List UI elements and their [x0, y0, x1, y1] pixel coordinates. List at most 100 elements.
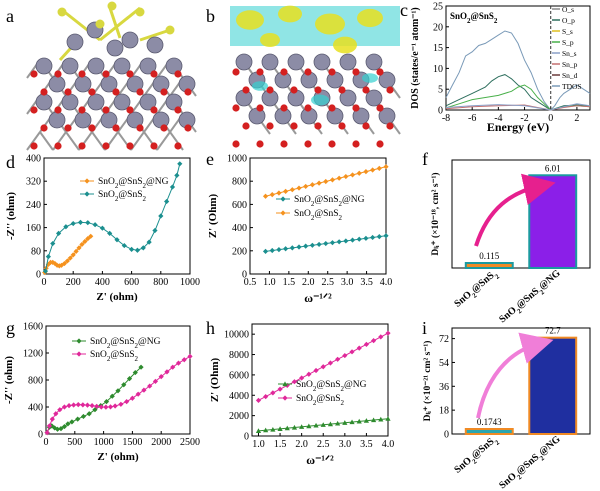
- data-point: [170, 364, 176, 370]
- data-point: [270, 390, 276, 396]
- legend-marker: [76, 351, 82, 357]
- data-point: [121, 242, 127, 249]
- data-point: [134, 247, 141, 253]
- legend-marker: [280, 196, 286, 202]
- data-point: [89, 403, 95, 409]
- data-point: [115, 388, 121, 394]
- o-atom: [386, 122, 394, 130]
- sn-atom: [121, 31, 139, 49]
- s-atom: [165, 25, 175, 35]
- data-point: [94, 403, 100, 409]
- data-point: [53, 411, 59, 417]
- data-point: [255, 428, 262, 433]
- data-point: [343, 238, 349, 244]
- data-point: [70, 220, 76, 227]
- x-tick-label: 0: [42, 277, 47, 288]
- data-point: [58, 426, 64, 432]
- data-point: [385, 330, 391, 336]
- x-tick-label: 3.0: [341, 277, 354, 288]
- data-point: [306, 423, 312, 429]
- sn-atom: [165, 57, 183, 75]
- warburg-chart-h: 1.0 1.5 2.0 2.5 3.0 3.5 4.0 0 2000 4000 6000 8000 10…: [209, 323, 394, 467]
- bond: [65, 131, 80, 151]
- panel-label-d: d: [6, 152, 15, 172]
- o-atom: [126, 106, 134, 114]
- data-point: [349, 172, 356, 178]
- data-point: [67, 255, 73, 261]
- data-point: [299, 424, 305, 429]
- panel-label-f: f: [422, 149, 428, 169]
- x-tick-label: 500: [67, 437, 82, 448]
- sn-atom: [66, 33, 84, 51]
- data-point: [175, 360, 182, 366]
- data-point: [69, 419, 75, 425]
- bond: [99, 6, 141, 42]
- data-point: [52, 425, 58, 431]
- isosurface-yellow: [260, 33, 280, 47]
- data-point: [316, 180, 322, 186]
- y-tick-label: 400: [26, 154, 41, 165]
- sn-atom: [139, 93, 157, 111]
- panel-label-i: i: [422, 318, 427, 338]
- sn-atom: [61, 57, 79, 75]
- legend-marker: [76, 338, 82, 344]
- data-point: [61, 404, 68, 410]
- data-point: [370, 234, 376, 241]
- data-point: [80, 413, 87, 420]
- o-atom: [184, 124, 192, 132]
- y-tick-label: 160: [26, 223, 41, 234]
- x-category-label: SnO2@SnS2@NG: [497, 434, 565, 491]
- legend-marker: [282, 381, 288, 387]
- o-atom: [126, 70, 134, 78]
- y-tick-label: 200: [232, 246, 247, 257]
- y-tick-label: 36: [439, 382, 449, 393]
- o-atom: [78, 106, 86, 114]
- data-point: [336, 239, 342, 245]
- o-atom: [362, 86, 370, 94]
- isosurface-yellow: [278, 5, 302, 23]
- o-atom: [256, 68, 264, 76]
- x-tick-label: 2.0: [295, 439, 308, 450]
- isosurface-yellow: [236, 10, 264, 30]
- data-point: [349, 349, 355, 355]
- data-point: [356, 418, 362, 424]
- panel-label-g: g: [6, 318, 15, 338]
- y-axis-label: Dₗᵢ⁺ (×10⁻²¹ cm² s⁻¹): [422, 341, 433, 422]
- o-atom: [328, 104, 336, 112]
- data-point: [363, 341, 370, 347]
- data-point: [42, 268, 49, 274]
- data-point: [109, 393, 115, 399]
- diffusion-bar-chart-f: 0.115 SnO2@SnS2 6.01 SnO2@SnS2@NG Dₗᵢ⁺ (×10⁻…: [430, 159, 591, 325]
- data-point: [363, 169, 369, 175]
- bond: [39, 131, 54, 151]
- x-axis-label: Z' (ohm): [97, 451, 139, 463]
- data-point: [80, 402, 86, 408]
- o-atom: [174, 142, 182, 150]
- o-atom: [304, 68, 312, 76]
- sn-atom: [87, 57, 105, 75]
- x-tick-label: 1.5: [283, 277, 296, 288]
- o-atom: [314, 122, 322, 130]
- data-point: [335, 420, 341, 426]
- data-point: [296, 185, 302, 191]
- sn-atom: [139, 57, 157, 75]
- sn-atom: [87, 93, 105, 111]
- data-point: [335, 356, 341, 362]
- sn-atom: [365, 89, 383, 107]
- o-atom: [376, 104, 384, 112]
- x-tick-label: 200: [66, 277, 81, 288]
- legend-label: SnO2@SnS2: [296, 394, 344, 407]
- data-point: [342, 352, 348, 359]
- diffusion-bar-chart-i: 0 18 36 54 72 0.1743 SnO2@SnS2 72.7 SnO2@SnS2@NG…: [422, 326, 591, 491]
- data-point: [329, 177, 336, 183]
- data-point: [181, 357, 187, 363]
- o-atom: [376, 140, 384, 148]
- x-tick-label: 1.5: [274, 439, 287, 450]
- o-atom: [352, 104, 360, 112]
- data-point: [276, 247, 282, 253]
- o-atom: [126, 142, 134, 150]
- nyquist-chart-d: 0 200 400 600 800 1000 0 80 160 240 320 400 SnO2@SnS…: [5, 154, 200, 304]
- axes-frame: [43, 157, 191, 275]
- legend-label: SnO2@SnS2@NG: [98, 177, 169, 190]
- y-tick-label: 320: [26, 177, 41, 188]
